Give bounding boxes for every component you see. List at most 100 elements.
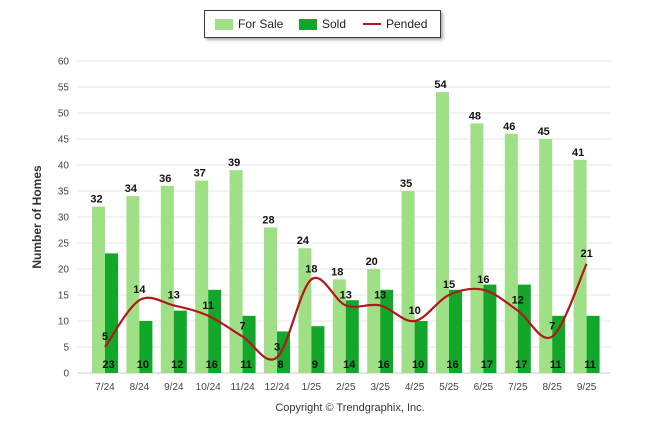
x-axis-ticks: 7/24 8/24 9/24 10/24 11/24 12/24 1/25 2/25 3/25 4… [95,382,597,393]
for-sale-bar [264,227,277,373]
for-sale-label: 24 [297,235,310,247]
for-sale-bar [92,206,105,373]
legend-label-for-sale: For Sale [238,17,284,31]
y-tick-label: 50 [58,109,70,120]
for-sale-label: 18 [331,266,343,278]
pended-label: 21 [580,248,592,260]
pended-label: 13 [340,289,352,301]
sold-label: 17 [515,359,527,371]
for-sale-label: 28 [262,214,274,226]
pended-label: 15 [443,279,455,291]
sold-label: 17 [481,359,493,371]
sold-bar [242,315,256,373]
for-sale-bar [504,133,518,373]
pended-series-line [104,263,588,361]
sold-label: 23 [102,359,114,371]
for-sale-bar [126,196,140,373]
sold-swatch [299,18,317,30]
x-tick-label: 10/24 [196,382,221,393]
sold-bar [311,326,325,373]
sold-label: 11 [550,359,562,371]
sold-bar [449,289,462,373]
sold-bar [552,315,566,373]
y-tick-label: 5 [63,343,69,354]
legend: For Sale Sold Pended [204,10,441,38]
pended-label: 10 [408,305,420,317]
y-tick-label: 25 [58,239,70,250]
bars [92,92,600,374]
sold-label: 16 [206,359,218,371]
sold-bar [517,284,531,373]
for-sale-bar [367,269,381,373]
for-sale-label: 46 [503,121,515,133]
y-tick-label: 0 [63,369,69,380]
sold-label: 16 [378,359,390,371]
legend-item-for-sale[interactable]: For Sale [215,11,283,37]
y-tick-label: 45 [58,135,70,146]
x-tick-label: 6/25 [474,382,494,393]
x-tick-label: 8/24 [130,382,150,393]
sold-bar [105,253,118,373]
sold-label: 10 [137,359,149,371]
pended-line [104,263,588,361]
pended-swatch [363,23,381,25]
x-tick-label: 9/24 [164,382,184,393]
x-tick-label: 1/25 [302,382,322,393]
sold-label: 12 [171,359,183,371]
for-sale-bar [229,170,243,373]
x-tick-label: 3/25 [370,382,390,393]
sold-bar [586,315,600,373]
for-sale-label: 34 [125,183,138,195]
x-tick-label: 8/25 [542,382,562,393]
legend-item-sold[interactable]: Sold [299,11,346,37]
y-tick-label: 35 [58,187,70,198]
pended-label: 11 [202,300,214,312]
pended-label: 14 [133,284,146,296]
sold-label: 11 [240,359,252,371]
for-sale-label: 36 [159,173,171,185]
pended-label: 18 [305,263,317,275]
data-labels: 3223341036123716391128824918142016351054… [90,79,596,371]
for-sale-bar [298,248,312,373]
for-sale-bar [573,159,587,373]
sold-bar [483,284,497,373]
sold-label: 14 [343,359,356,371]
for-sale-label: 37 [194,168,206,180]
sold-label: 11 [584,359,596,371]
for-sale-bar [470,123,484,374]
for-sale-bar [160,185,174,373]
x-tick-label: 5/25 [439,382,459,393]
pended-label: 13 [168,289,180,301]
x-tick-label: 2/25 [336,382,356,393]
y-tick-label: 55 [58,83,70,94]
for-sale-bar [539,139,553,373]
pended-label: 3 [274,341,280,353]
for-sale-bar [436,92,449,373]
for-sale-label: 32 [90,194,102,206]
sold-bar [414,321,428,373]
sold-label: 16 [446,359,458,371]
legend-item-pended[interactable]: Pended [363,11,427,37]
y-axis-ticks: 0 5 10 15 20 25 30 35 40 45 50 55 60 [58,57,70,380]
for-sale-label: 48 [469,110,481,122]
sold-bar [345,300,359,373]
sold-label: 9 [312,359,318,371]
sold-label: 10 [412,359,424,371]
for-sale-bar [195,180,209,373]
pended-label: 12 [512,295,524,307]
x-tick-label: 11/24 [230,382,255,393]
x-tick-label: 9/25 [577,382,597,393]
for-sale-swatch [215,18,233,30]
x-tick-label: 4/25 [405,382,425,393]
legend-label-pended: Pended [386,17,428,31]
y-axis-label: Number of Homes [30,165,44,269]
y-tick-label: 30 [58,213,70,224]
copyright: Copyright © Trendgraphix, Inc. [275,402,425,414]
y-tick-label: 40 [58,161,70,172]
pended-label: 5 [102,331,108,343]
y-tick-label: 15 [58,291,70,302]
legend-label-sold: Sold [322,17,347,31]
for-sale-bar [401,191,415,373]
pended-label: 13 [374,289,386,301]
